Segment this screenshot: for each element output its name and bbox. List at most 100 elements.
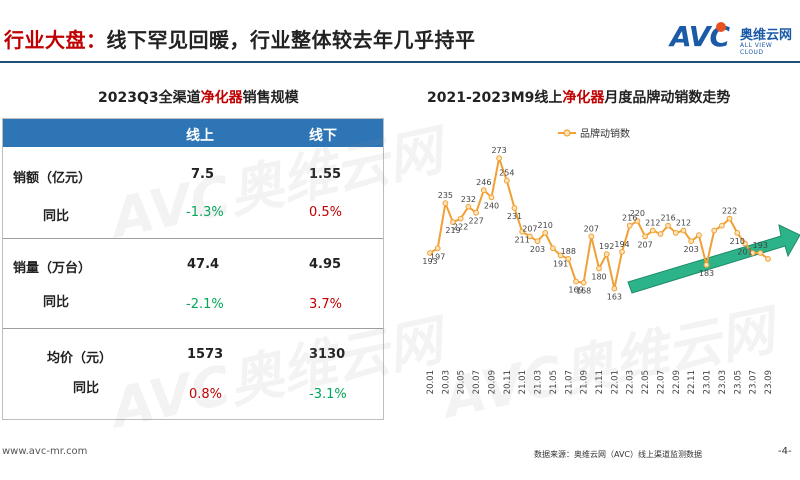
table-row-avg-price: 均价（元） 1573 3130 同比 0.8% -3.1% xyxy=(3,329,383,419)
point-label: 191 xyxy=(553,259,568,268)
offline-value: 4.95 xyxy=(309,257,342,272)
legend-marker-swatch xyxy=(563,129,571,137)
point-label: 180 xyxy=(591,272,606,281)
data-point xyxy=(473,209,479,216)
data-point xyxy=(480,187,487,194)
table-title: 2023Q3全渠道净化器销售规模 xyxy=(98,87,299,107)
point-label: 246 xyxy=(476,178,491,187)
online-value: 47.4 xyxy=(187,257,220,272)
data-point xyxy=(503,177,510,184)
point-label: 216 xyxy=(660,214,675,223)
point-label: 168 xyxy=(576,287,591,296)
data-point xyxy=(450,219,456,226)
point-label: 222 xyxy=(453,223,468,232)
point-label: 222 xyxy=(722,207,737,216)
point-label: 201 xyxy=(737,248,752,257)
trend-arrow xyxy=(627,224,800,294)
x-tick-label: 21.09 xyxy=(580,370,590,394)
row-label: 销量（万台） xyxy=(13,261,92,276)
data-point xyxy=(672,230,679,236)
logo-en-text: ALL VIEW CLOUD xyxy=(740,42,773,56)
point-label: 203 xyxy=(530,245,545,254)
data-point xyxy=(457,215,464,222)
x-tick-label: 20.11 xyxy=(503,370,513,394)
data-point xyxy=(488,194,495,201)
table-header: 线上 线下 xyxy=(3,119,383,147)
data-point xyxy=(603,251,610,258)
data-point xyxy=(557,252,564,259)
data-point xyxy=(442,200,449,207)
x-tick-label: 20.03 xyxy=(441,370,451,394)
data-point xyxy=(573,278,579,285)
data-point xyxy=(696,232,702,239)
point-label: 207 xyxy=(522,224,537,233)
x-tick-label: 21.03 xyxy=(534,370,544,394)
online-value: 1573 xyxy=(187,347,224,362)
data-point xyxy=(726,215,733,222)
data-point xyxy=(657,231,664,237)
x-tick-label: 20.01 xyxy=(426,370,436,394)
data-point xyxy=(465,203,472,210)
data-point xyxy=(642,233,649,240)
chart-title-suffix: 月度品牌动销数走势 xyxy=(604,90,731,106)
x-tick-label: 22.07 xyxy=(657,370,667,394)
x-tick-label: 23.03 xyxy=(718,370,728,394)
legend-label: 品牌动销数 xyxy=(580,127,630,140)
page-title-prefix: 行业大盘： xyxy=(4,28,107,52)
footer-source: 数据来源：奥维云网（AVC）线上渠道监测数据 xyxy=(534,450,703,459)
data-point xyxy=(649,227,656,234)
point-label: 193 xyxy=(753,241,768,250)
point-label: 216 xyxy=(622,214,637,223)
sales-table: 线上 线下 销额（亿元） 7.5 1.55 同比 -1.3% 0.5% 销量（万… xyxy=(2,118,384,420)
point-label: 231 xyxy=(507,212,522,221)
data-point xyxy=(734,230,741,236)
page-title-rest: 线下罕见回暖，行业整体较去年几乎持平 xyxy=(106,28,476,52)
data-point xyxy=(542,230,549,236)
online-yoy: 0.8% xyxy=(189,387,223,402)
data-point xyxy=(626,222,633,229)
column-header-online: 线上 xyxy=(186,128,214,144)
data-point xyxy=(711,227,718,234)
point-label: 212 xyxy=(676,219,691,228)
data-point xyxy=(534,238,541,245)
x-tick-label: 22.05 xyxy=(641,370,651,394)
data-point xyxy=(527,233,533,240)
footer-website: www.avc-mr.com xyxy=(2,446,88,457)
point-label: 192 xyxy=(599,242,614,251)
online-yoy: -2.1% xyxy=(186,297,224,312)
page-number: -4- xyxy=(778,446,792,457)
offline-value: 3130 xyxy=(309,347,346,362)
yoy-label: 同比 xyxy=(43,209,70,224)
point-label: 219 xyxy=(445,226,460,235)
data-point xyxy=(596,265,602,272)
chart-series xyxy=(427,155,771,292)
logo-cn-text: 奥维云网 xyxy=(740,28,793,43)
chart-title-highlight: 净化器 xyxy=(562,90,605,106)
title-divider xyxy=(0,61,800,63)
chart-point-labels: 1931972352192222322272462402732542312112… xyxy=(422,146,768,301)
table-title-prefix: 2023Q3全渠道 xyxy=(98,90,201,106)
chart-title: 2021-2023M9线上净化器月度品牌动销数走势 xyxy=(427,87,730,107)
data-point xyxy=(565,256,572,262)
data-point xyxy=(519,228,526,235)
x-tick-label: 21.11 xyxy=(595,370,605,394)
table-title-highlight: 净化器 xyxy=(200,90,243,106)
chart-legend: 品牌动销数 xyxy=(558,127,630,140)
point-label: 197 xyxy=(430,252,445,261)
table-title-suffix: 销售规模 xyxy=(242,90,299,106)
point-label: 210 xyxy=(538,221,553,230)
header-bar: 行业大盘：线下罕见回暖，行业整体较去年几乎持平 AVC 奥维云网 ALL VIE… xyxy=(0,0,800,63)
row-label: 销额（亿元） xyxy=(13,171,92,186)
brand-count-line-chart: 品牌动销数 1931972352192222322272462402732542… xyxy=(422,127,800,394)
point-label: 183 xyxy=(699,269,714,278)
table-row-sales-amount: 销额（亿元） 7.5 1.55 同比 -1.3% 0.5% xyxy=(3,147,383,239)
data-point xyxy=(719,222,725,229)
x-tick-label: 23.09 xyxy=(764,370,774,394)
data-point xyxy=(588,233,595,240)
point-label: 163 xyxy=(607,293,622,302)
data-point xyxy=(550,245,556,252)
point-label: 203 xyxy=(684,245,699,254)
data-point xyxy=(434,245,441,252)
x-tick-label: 20.05 xyxy=(457,370,467,394)
offline-yoy: -3.1% xyxy=(309,387,347,402)
